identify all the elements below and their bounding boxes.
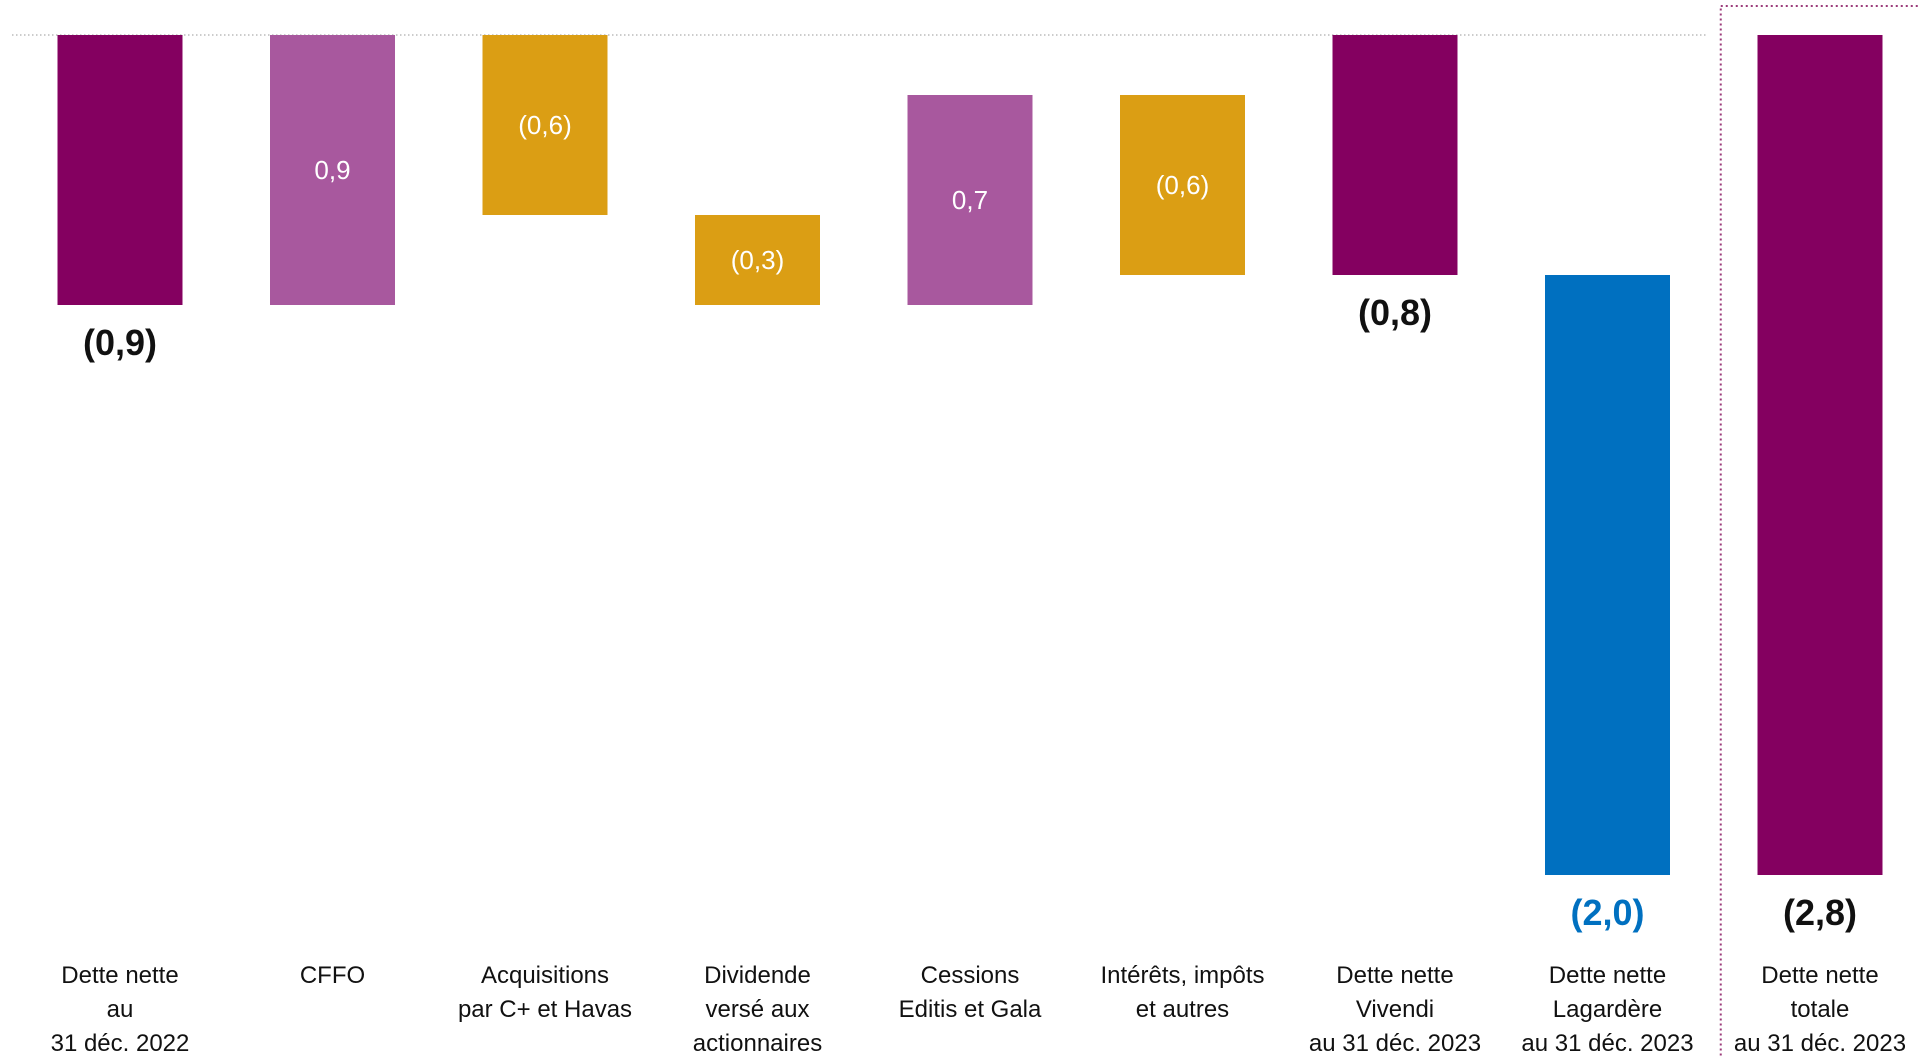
category-label-5: Cessions Editis et Gala xyxy=(899,962,1042,1023)
category-label-line: Dette nette xyxy=(1761,962,1878,989)
bar-4-decrease xyxy=(695,215,820,305)
category-label-2: CFFO xyxy=(300,962,365,989)
bar-8-step xyxy=(1545,275,1670,875)
category-label-line: au 31 déc. 2023 xyxy=(1309,1030,1481,1057)
category-label-1: Dette nette au 31 déc. 2022 xyxy=(51,962,190,1057)
category-label-line: Dette nette xyxy=(1549,962,1666,989)
bars-layer xyxy=(57,35,1883,875)
value-label-6: (0,6) xyxy=(1156,170,1209,200)
bar-7-total xyxy=(1332,35,1458,275)
bar-1-total xyxy=(57,35,183,305)
bar-6-decrease xyxy=(1120,95,1245,275)
bar-3-decrease xyxy=(482,35,608,215)
category-label-line: Intérêts, impôts xyxy=(1100,962,1264,989)
category-label-line: au xyxy=(107,996,134,1023)
category-labels-layer: Dette nette au 31 déc. 2022 CFFO Acquisition… xyxy=(51,962,1906,1057)
category-label-9: Dette nette totale au 31 déc. 2023 xyxy=(1734,962,1906,1057)
category-label-line: CFFO xyxy=(300,962,365,989)
category-label-line: et autres xyxy=(1136,996,1229,1023)
category-label-line: Acquisitions xyxy=(481,962,609,989)
value-label-5: 0,7 xyxy=(952,185,988,215)
value-label-2: 0,9 xyxy=(314,155,350,185)
value-label-3: (0,6) xyxy=(518,110,571,140)
category-label-line: totale xyxy=(1791,996,1850,1023)
category-label-line: 31 déc. 2022 xyxy=(51,1030,190,1057)
value-label-7: (0,8) xyxy=(1358,292,1432,333)
category-label-line: au 31 déc. 2023 xyxy=(1521,1030,1693,1057)
value-label-9: (2,8) xyxy=(1783,892,1857,933)
value-label-4: (0,3) xyxy=(731,245,784,275)
category-label-7: Dette nette Vivendi au 31 déc. 2023 xyxy=(1309,962,1481,1057)
category-label-line: actionnaires xyxy=(693,1030,822,1057)
category-label-line: au 31 déc. 2023 xyxy=(1734,1030,1906,1057)
category-label-line: Editis et Gala xyxy=(899,996,1042,1023)
data-labels-layer: (0,9) 0,9 (0,6) (0,3) 0,7 (0,6) (0,8) (2,0) (2,8… xyxy=(83,110,1857,933)
category-label-line: Lagardère xyxy=(1553,996,1662,1023)
category-label-3: Acquisitions par C+ et Havas xyxy=(458,962,632,1023)
category-label-line: Dette nette xyxy=(1336,962,1453,989)
value-label-8: (2,0) xyxy=(1570,892,1644,933)
bar-5-increase xyxy=(907,95,1033,305)
category-label-line: versé aux xyxy=(705,996,809,1023)
category-label-line: Dette nette xyxy=(61,962,178,989)
category-label-line: Dividende xyxy=(704,962,811,989)
category-label-line: Vivendi xyxy=(1356,996,1434,1023)
category-label-line: Cessions xyxy=(921,962,1020,989)
category-label-line: par C+ et Havas xyxy=(458,996,632,1023)
category-label-6: Intérêts, impôts et autres xyxy=(1100,962,1264,1023)
category-label-8: Dette nette Lagardère au 31 déc. 2023 xyxy=(1521,962,1693,1057)
category-label-4: Dividende versé aux actionnaires xyxy=(693,962,822,1057)
bar-9-total xyxy=(1757,35,1883,875)
value-label-1: (0,9) xyxy=(83,322,157,363)
bar-2-increase xyxy=(270,35,395,305)
